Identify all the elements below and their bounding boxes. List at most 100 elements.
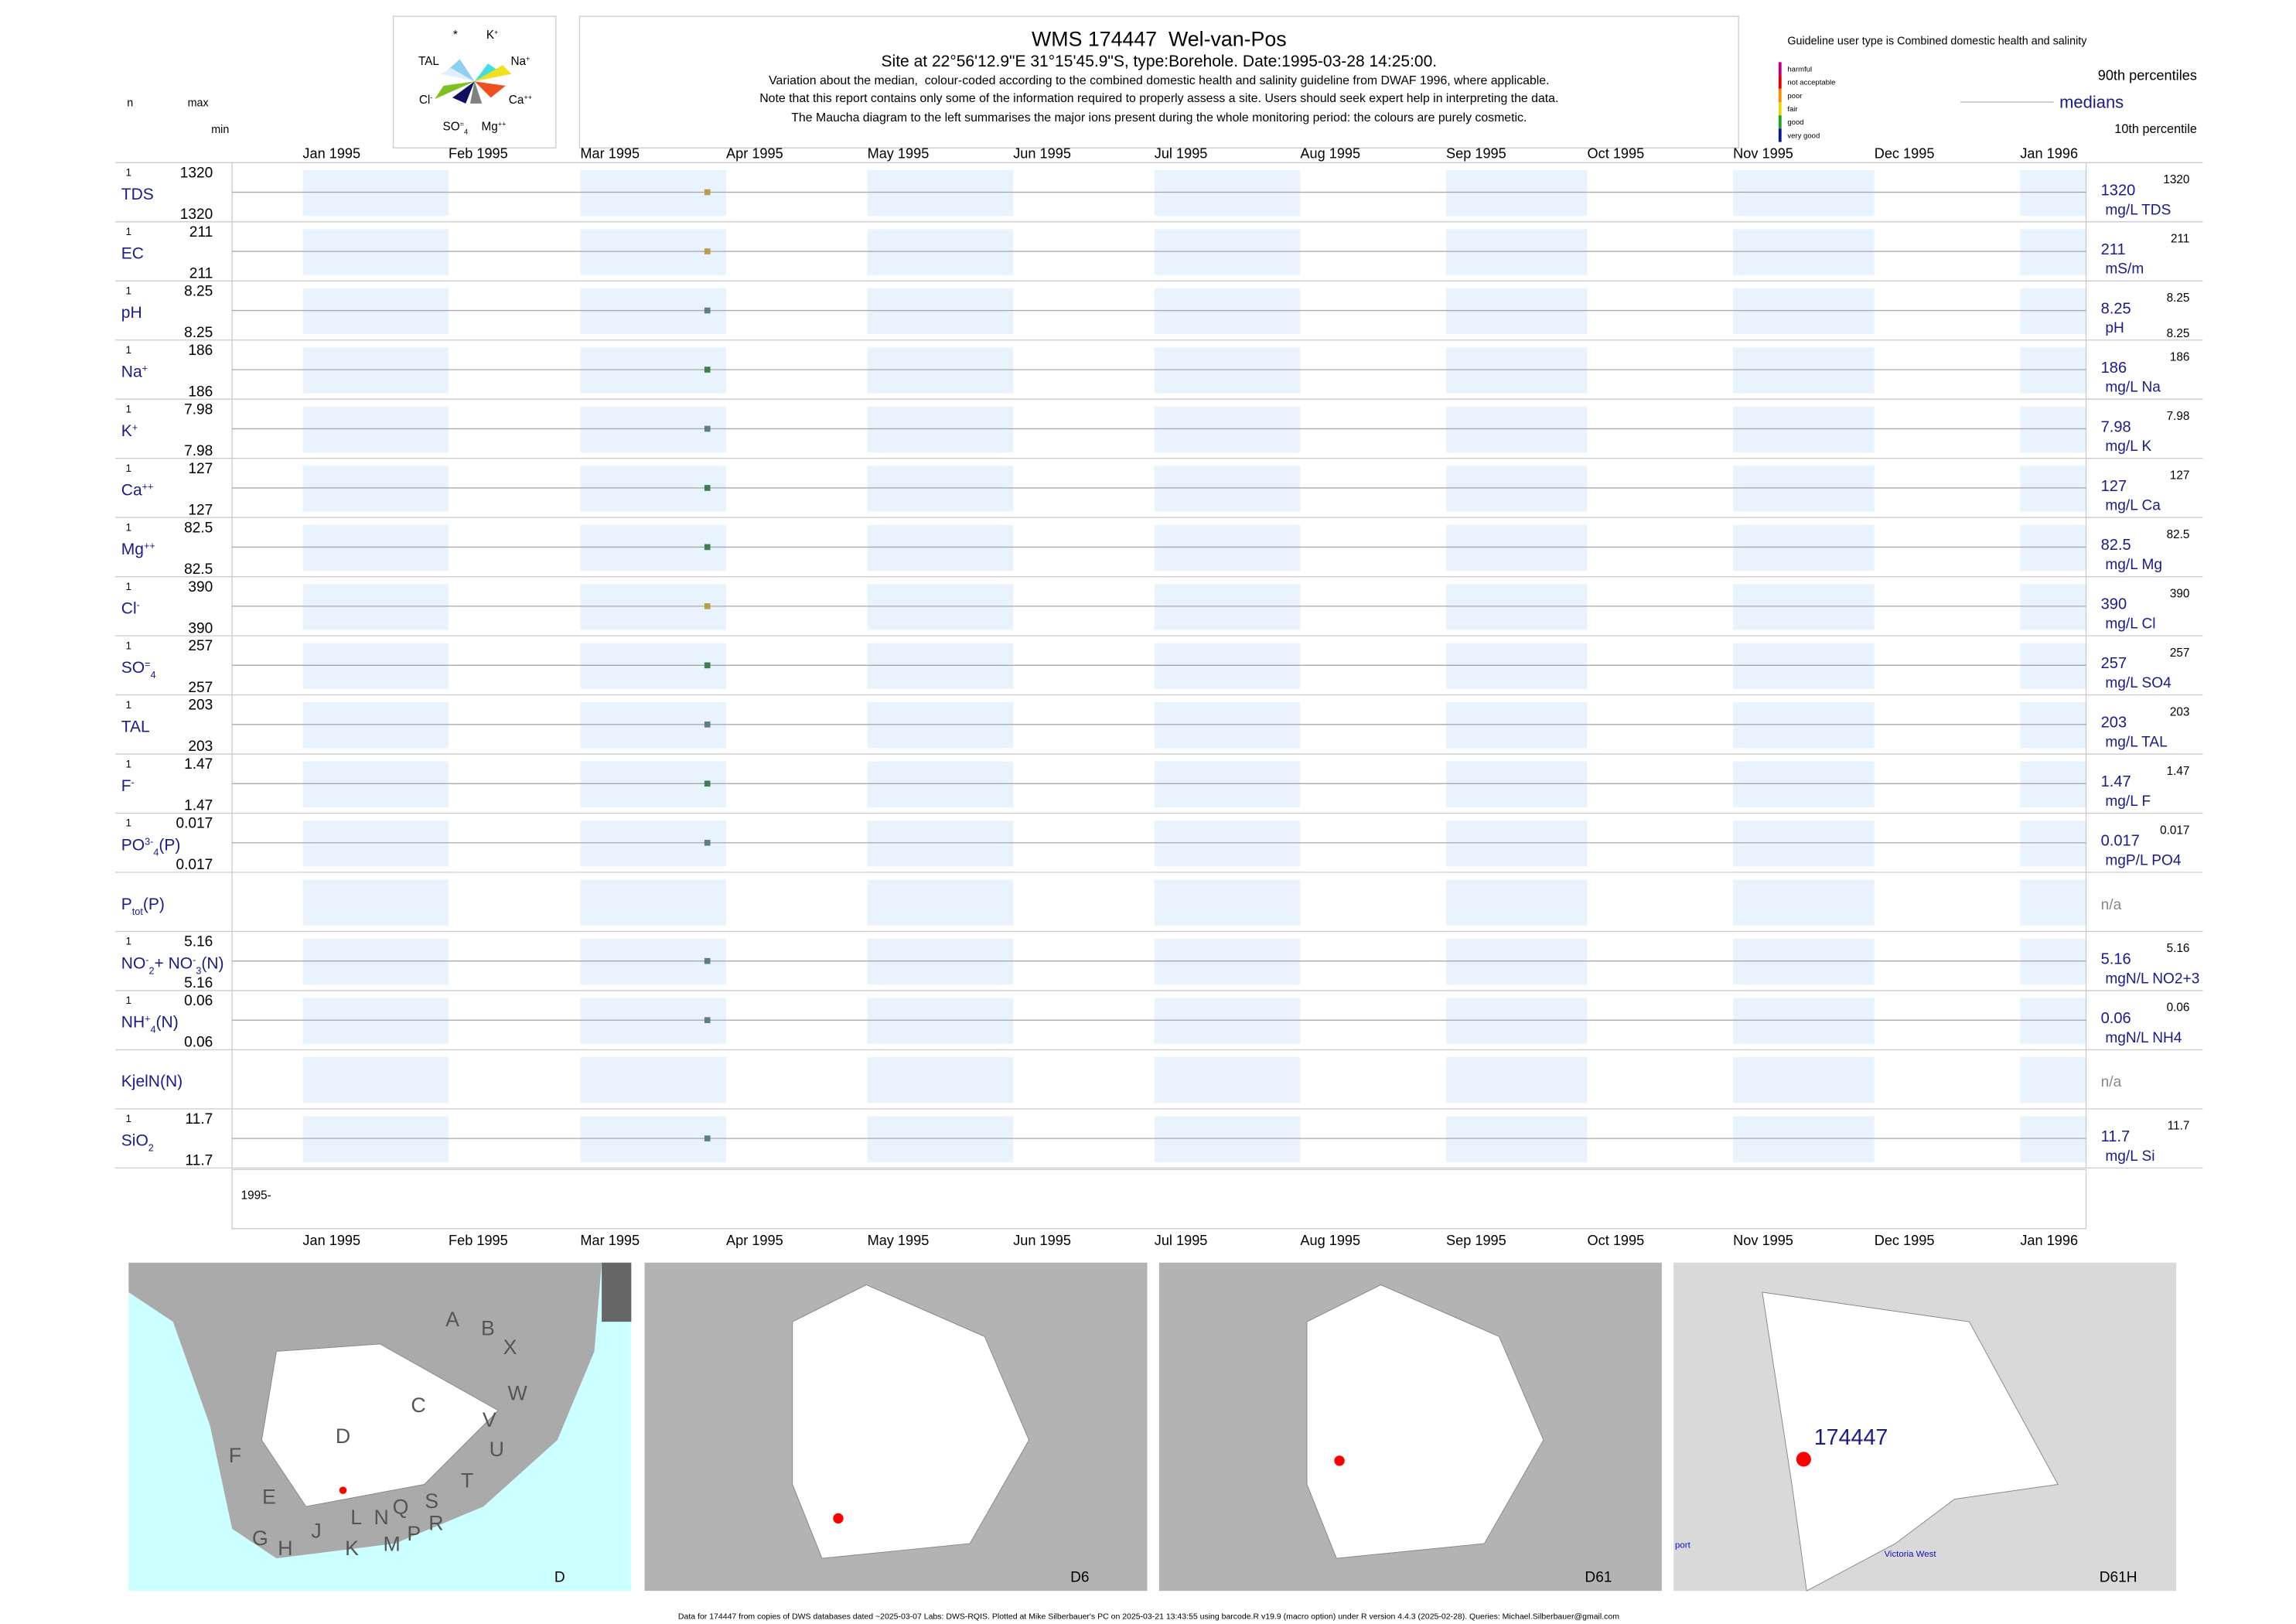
month-band xyxy=(867,939,1014,985)
month-band xyxy=(302,347,449,394)
month-band xyxy=(1733,939,1875,985)
row-n: 1 xyxy=(126,1113,131,1124)
x-tick-label: May 1995 xyxy=(868,146,930,162)
row-right: 186 xyxy=(2170,351,2190,364)
month-band xyxy=(1446,169,1588,217)
note: The Maucha diagram to the left summarise… xyxy=(791,111,1527,125)
row-max: 257 xyxy=(188,638,213,654)
label-part: tot xyxy=(132,906,144,917)
month-band xyxy=(302,1116,449,1162)
label-part: Ca xyxy=(509,94,524,107)
month-band xyxy=(1446,406,1588,453)
month-band xyxy=(1733,524,1875,571)
month-band xyxy=(2020,821,2086,867)
month-band xyxy=(867,1116,1014,1162)
head-n: n xyxy=(127,97,133,110)
title: WMS 174447 Wel-van-Pos xyxy=(1032,27,1287,50)
site xyxy=(339,1486,347,1494)
row-value: 203 xyxy=(2101,715,2127,732)
row-label: TDS xyxy=(121,186,154,203)
catchment xyxy=(1762,1291,2059,1592)
label-part: - xyxy=(193,954,196,965)
sample-point xyxy=(704,957,711,964)
month-band xyxy=(867,584,1014,630)
row-value: 211 xyxy=(2101,241,2126,258)
month-band xyxy=(580,761,727,807)
row-right: 7.98 xyxy=(2167,410,2190,423)
row-right: 11.7 xyxy=(2168,1120,2190,1133)
map: 174447 Victoria West port D61H xyxy=(1673,1262,2177,1592)
x-tick-label: Mar 1995 xyxy=(580,146,640,162)
row-value: 186 xyxy=(2101,360,2127,377)
x-tick-label: Dec 1995 xyxy=(1875,146,1935,162)
maucha-label: Na+ xyxy=(510,55,530,68)
row-max: 203 xyxy=(188,698,213,714)
month-band xyxy=(302,1056,449,1104)
map-letter: H xyxy=(278,1537,292,1560)
row-unit: mgN/L NH4 xyxy=(2105,1030,2182,1046)
row-value: 5.16 xyxy=(2101,951,2131,968)
label-part: ++ xyxy=(142,481,154,492)
subtitle: Site at 22°56'12.9"E 31°15'45.9"S, type:… xyxy=(882,53,1438,70)
label-part: (P) xyxy=(143,896,165,913)
map-letter: N xyxy=(374,1506,389,1529)
x-tick-label: Mar 1995 xyxy=(580,1233,640,1248)
row-unit: mg/L TDS xyxy=(2105,202,2171,218)
label-part: + xyxy=(142,363,148,374)
month-band xyxy=(1446,1056,1588,1104)
map-region xyxy=(261,1343,500,1507)
row-right: 82.5 xyxy=(2167,528,2190,541)
label-part: PO xyxy=(121,836,145,854)
label-part: Ca xyxy=(121,481,142,499)
map-letter: P xyxy=(407,1522,421,1545)
month-band xyxy=(1154,524,1301,571)
label-part: 3- xyxy=(145,836,153,847)
x-tick-label: Jul 1995 xyxy=(1155,146,1208,162)
row-max: 211 xyxy=(189,224,213,241)
label-part: (N) xyxy=(201,954,223,972)
map-letter: C xyxy=(411,1394,425,1417)
month-band xyxy=(302,406,449,453)
footer: Data for 174447 from copies of DWS datab… xyxy=(678,1612,1619,1621)
map-letter: L xyxy=(350,1506,362,1529)
month-band xyxy=(1733,288,1875,335)
map: D61 xyxy=(1158,1262,1662,1592)
row-value: 1320 xyxy=(2101,182,2136,199)
month-band xyxy=(1154,584,1301,630)
row-min: 0.06 xyxy=(184,1035,213,1051)
month-band xyxy=(1446,347,1588,394)
label-part: 3 xyxy=(196,965,201,976)
row-n: 1 xyxy=(126,995,131,1006)
map-name: D6 xyxy=(1070,1570,1089,1586)
legend-class: harmful xyxy=(1787,65,1812,73)
month-band xyxy=(580,1056,727,1104)
month-band xyxy=(580,1116,727,1162)
label-part: ++ xyxy=(524,94,532,101)
row-label: PO3-4(P) xyxy=(121,836,181,858)
label-part: * xyxy=(453,29,458,42)
row-unit: mg/L SO4 xyxy=(2105,675,2171,691)
row-right: 1320 xyxy=(2163,173,2189,186)
x-tick-label: Jun 1995 xyxy=(1013,146,1071,162)
month-band xyxy=(302,821,449,867)
label-part: TAL xyxy=(121,718,150,735)
row-label: NO-2+ NO-3(N) xyxy=(121,954,224,976)
label-part: + xyxy=(526,55,530,63)
head-min: min xyxy=(211,124,229,136)
row-unit: mgN/L NO2+3 xyxy=(2105,971,2199,987)
x-tick-label: Jan 1995 xyxy=(302,146,360,162)
sample-point xyxy=(704,839,711,846)
map-letter: A xyxy=(445,1308,459,1331)
label-part: (P) xyxy=(159,836,180,854)
map-letter: X xyxy=(503,1336,517,1359)
legend-class: not acceptable xyxy=(1787,79,1835,87)
month-band xyxy=(1733,406,1875,453)
row-label: SO=4 xyxy=(121,659,156,681)
month-band xyxy=(580,347,727,394)
guideline: Guideline user type is Combined domestic… xyxy=(1787,35,2087,47)
map-letter: G xyxy=(252,1527,268,1550)
month-band xyxy=(1733,347,1875,394)
month-band xyxy=(302,643,449,689)
month-band xyxy=(1733,1056,1875,1104)
